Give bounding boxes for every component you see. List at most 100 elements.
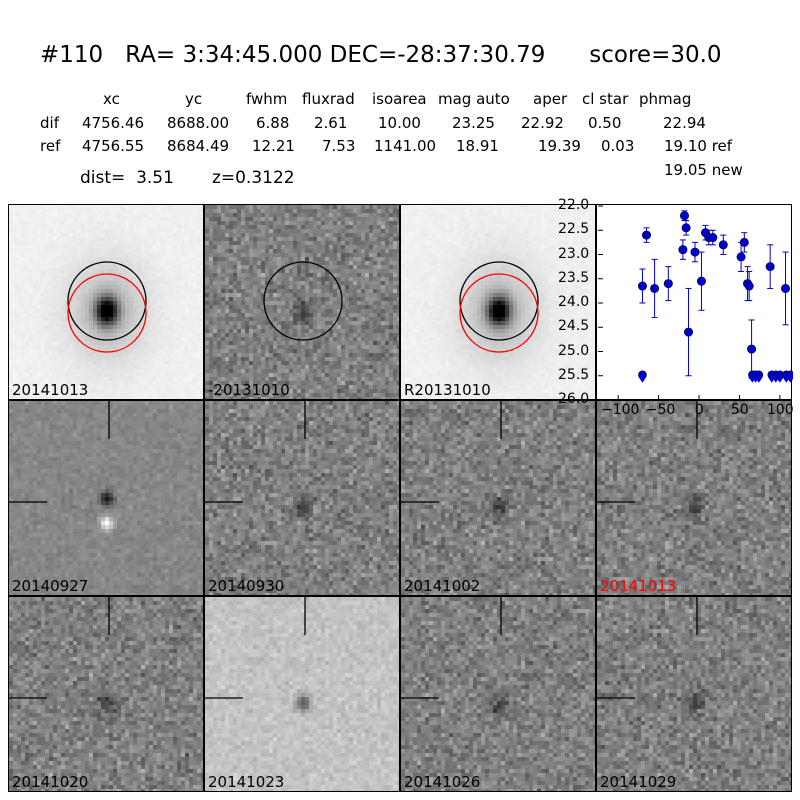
data-point bbox=[765, 244, 775, 289]
upper-limit-marker bbox=[786, 370, 795, 383]
row-label: dif bbox=[40, 114, 59, 132]
image-panel-pixels bbox=[205, 597, 399, 791]
panel-overlay bbox=[205, 597, 306, 699]
image-panel: 20140930 bbox=[204, 400, 400, 596]
cell: 0.03 bbox=[601, 137, 635, 155]
data-point bbox=[679, 210, 689, 222]
cell: 4756.46 bbox=[82, 114, 145, 132]
cell: 18.91 bbox=[456, 137, 499, 155]
distance-redshift-line: dist= 3.51 z=0.3122 bbox=[80, 167, 295, 189]
cell: 19.10 ref bbox=[664, 137, 733, 155]
y-tick-label: 22.0 bbox=[558, 197, 590, 213]
aperture-circle bbox=[459, 261, 539, 341]
y-tick-label: 24.5 bbox=[558, 318, 590, 335]
image-panel: 20141026 bbox=[400, 596, 596, 792]
image-panel-pixels bbox=[597, 597, 791, 791]
panel-overlay bbox=[263, 261, 343, 341]
data-point bbox=[696, 251, 706, 311]
panel-overlay bbox=[9, 401, 110, 503]
cell: 7.53 bbox=[322, 137, 356, 155]
data-point bbox=[781, 251, 791, 326]
cell: 12.21 bbox=[252, 137, 295, 155]
cell: 1141.00 bbox=[374, 137, 437, 155]
y-tick-label: 25.5 bbox=[558, 366, 590, 383]
x-tick-label: −50 bbox=[645, 402, 676, 418]
data-point bbox=[747, 319, 757, 379]
image-panel: R20131010 bbox=[400, 204, 596, 400]
image-panel-pixels bbox=[401, 401, 595, 595]
image-panel-label: 20141023 bbox=[208, 773, 285, 791]
y-tick-label: 22.5 bbox=[558, 221, 590, 238]
cell: 22.92 bbox=[521, 114, 564, 132]
cell: 19.39 bbox=[538, 137, 581, 155]
cell: 8688.00 bbox=[167, 114, 230, 132]
data-point bbox=[736, 241, 746, 272]
data-point bbox=[708, 229, 718, 246]
image-panel: 20141023 bbox=[204, 596, 400, 792]
column-header-cl-star: cl star bbox=[582, 90, 629, 108]
image-panel-label: -20131010 bbox=[208, 381, 290, 399]
panel-overlay bbox=[597, 597, 698, 699]
column-header-xc: xc bbox=[103, 90, 120, 108]
image-panel: 20140927 bbox=[8, 400, 204, 596]
panel-overlay bbox=[401, 401, 502, 503]
light-curve-plot bbox=[596, 204, 795, 401]
cell: 2.61 bbox=[314, 114, 348, 132]
data-point bbox=[637, 268, 647, 304]
image-panel-pixels bbox=[9, 205, 203, 399]
aperture-circle bbox=[263, 261, 343, 341]
x-tick-label: 100 bbox=[766, 402, 794, 418]
image-panel-label: 20141029 bbox=[600, 773, 677, 791]
image-panel-label: R20131010 bbox=[404, 381, 491, 399]
panel-overlay bbox=[205, 401, 306, 503]
y-tick-label: 23.5 bbox=[558, 269, 590, 286]
reference-circle bbox=[459, 273, 539, 353]
image-panel-label: 20141020 bbox=[12, 773, 89, 791]
image-panel: 20141013 bbox=[596, 400, 792, 596]
panel-overlay bbox=[459, 261, 539, 353]
y-tick-label: 23.0 bbox=[558, 245, 590, 262]
data-point bbox=[718, 234, 728, 255]
image-panel: -20131010 bbox=[204, 204, 400, 400]
reference-circle bbox=[67, 273, 147, 353]
data-point bbox=[744, 270, 754, 302]
dist-text: dist= 3.51 bbox=[80, 168, 174, 188]
z-text: z=0.3122 bbox=[211, 168, 295, 188]
data-point bbox=[678, 239, 688, 260]
image-panel-pixels bbox=[205, 401, 399, 595]
image-panel-label: 20141013 bbox=[600, 577, 677, 595]
x-tick-label: 50 bbox=[730, 402, 749, 418]
image-panel: 20141020 bbox=[8, 596, 204, 792]
x-tick-label: 0 bbox=[694, 402, 704, 418]
panel-overlay bbox=[67, 261, 147, 353]
image-panel: 20141029 bbox=[596, 596, 792, 792]
image-panel-label: 20141026 bbox=[404, 773, 481, 791]
column-header-isoarea: isoarea bbox=[372, 90, 427, 108]
row-label: ref bbox=[40, 137, 61, 155]
aperture-circle bbox=[67, 261, 147, 341]
image-panel-label: 20140927 bbox=[12, 577, 89, 595]
column-header-aper: aper bbox=[533, 90, 568, 108]
cell: 4756.55 bbox=[82, 137, 145, 155]
page-title: #110 RA= 3:34:45.000 DEC=-28:37:30.79 sc… bbox=[40, 42, 722, 68]
upper-limit-marker bbox=[638, 370, 647, 383]
image-panel-pixels bbox=[401, 205, 595, 399]
cell: 22.94 bbox=[663, 114, 706, 132]
column-header-phmag: phmag bbox=[639, 90, 692, 108]
image-panel-pixels bbox=[597, 401, 791, 595]
image-panel-pixels bbox=[9, 597, 203, 791]
data-point bbox=[690, 241, 700, 263]
y-tick-label: 25.0 bbox=[558, 342, 590, 359]
image-panel-label: 20141013 bbox=[12, 381, 89, 399]
light-curve-svg bbox=[598, 205, 795, 401]
column-header-yc: yc bbox=[185, 90, 203, 108]
column-header-mag-auto: mag auto bbox=[438, 90, 510, 108]
image-panel-pixels bbox=[9, 401, 203, 595]
upper-limit-marker bbox=[754, 370, 764, 383]
y-tick-label: 24.0 bbox=[558, 294, 590, 310]
data-point bbox=[641, 227, 651, 243]
image-panel: 20141013 bbox=[8, 204, 204, 400]
column-header-fluxrad: fluxrad bbox=[302, 90, 355, 108]
cell: 8684.49 bbox=[167, 137, 230, 155]
image-panel-label: 20141002 bbox=[404, 577, 481, 595]
